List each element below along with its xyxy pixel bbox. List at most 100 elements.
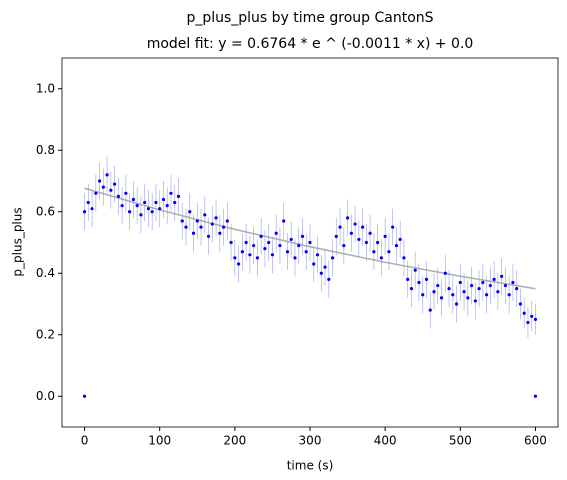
point <box>94 191 98 195</box>
point <box>533 317 538 321</box>
point <box>270 253 275 257</box>
point <box>439 296 444 300</box>
point <box>372 250 376 254</box>
point <box>109 188 113 192</box>
point <box>330 256 335 260</box>
point <box>417 280 421 285</box>
point <box>173 200 177 205</box>
point <box>406 277 410 281</box>
y-tick-label: 1.0 <box>36 81 55 95</box>
point <box>338 225 342 229</box>
point <box>481 280 485 285</box>
point <box>387 250 391 254</box>
point <box>210 222 214 226</box>
point <box>383 234 387 238</box>
y-tick-label: 0.8 <box>36 143 55 157</box>
point <box>233 256 237 260</box>
point <box>86 200 90 205</box>
y-tick-label: 0.4 <box>36 266 55 280</box>
point <box>124 191 128 195</box>
point <box>116 194 120 198</box>
point <box>146 207 151 211</box>
point <box>97 179 102 183</box>
point <box>473 299 477 303</box>
point <box>511 280 515 285</box>
point <box>218 231 222 235</box>
point <box>376 240 380 245</box>
y-tick-label: 0.2 <box>36 327 55 341</box>
chart-subtitle: model fit: y = 0.6764 * e ^ (-0.0011 * x… <box>147 36 474 52</box>
point <box>169 191 173 195</box>
x-tick-label: 600 <box>524 434 547 448</box>
point <box>113 182 117 186</box>
point <box>379 256 383 260</box>
point <box>518 302 523 306</box>
point <box>206 234 211 238</box>
point <box>526 320 530 325</box>
point <box>402 256 406 260</box>
point <box>530 314 534 318</box>
point <box>364 240 368 245</box>
point <box>409 287 414 291</box>
point <box>161 197 166 202</box>
point <box>154 200 158 205</box>
x-tick-label: 300 <box>299 434 322 448</box>
point <box>342 243 346 248</box>
x-tick-label: 200 <box>223 434 246 448</box>
point <box>282 219 286 223</box>
point <box>398 237 402 242</box>
point <box>447 287 451 291</box>
point <box>334 234 338 238</box>
point <box>323 265 327 269</box>
point <box>507 293 511 297</box>
point <box>308 240 312 245</box>
point <box>105 173 109 177</box>
point <box>131 197 135 202</box>
point <box>368 231 372 235</box>
point <box>361 225 365 229</box>
point <box>229 240 233 245</box>
point <box>436 283 440 288</box>
point <box>188 210 192 214</box>
point <box>259 234 263 238</box>
point <box>451 293 455 297</box>
point <box>391 225 395 229</box>
point <box>503 283 507 288</box>
point <box>278 243 282 248</box>
point <box>143 200 147 205</box>
point <box>240 250 244 254</box>
point <box>150 210 154 214</box>
point <box>349 231 353 235</box>
point <box>139 213 143 217</box>
point <box>244 240 248 245</box>
point <box>120 204 124 208</box>
point <box>184 225 188 229</box>
point <box>466 296 470 300</box>
point <box>221 225 226 229</box>
point <box>485 293 489 297</box>
x-tick-label: 500 <box>449 434 472 448</box>
point <box>315 253 320 257</box>
point <box>394 243 399 248</box>
point <box>357 237 361 242</box>
point <box>180 219 184 223</box>
point <box>533 394 538 398</box>
point <box>458 280 462 285</box>
point <box>255 256 259 260</box>
point <box>128 210 132 214</box>
point <box>237 262 241 266</box>
y-axis-label: p_plus_plus <box>11 207 25 276</box>
point <box>214 216 218 220</box>
x-tick-label: 400 <box>374 434 397 448</box>
point <box>285 250 290 254</box>
plot-frame <box>61 57 559 428</box>
point <box>203 213 207 217</box>
point <box>274 231 278 235</box>
point <box>454 302 459 306</box>
point <box>165 204 169 208</box>
point <box>462 290 466 294</box>
point <box>293 256 297 260</box>
y-tick-label: 0.0 <box>36 389 55 403</box>
point <box>432 290 436 294</box>
x-axis-label: time (s) <box>287 459 334 473</box>
